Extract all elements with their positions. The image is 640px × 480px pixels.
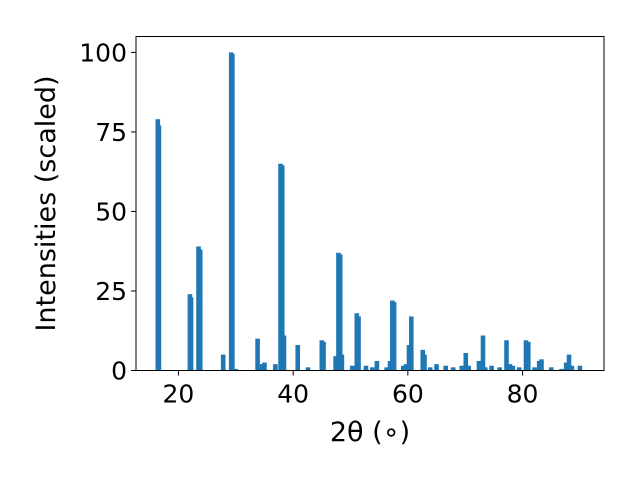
bar: [374, 360, 380, 371]
bar: [434, 364, 439, 371]
bar: [489, 365, 494, 371]
bar: [443, 365, 448, 371]
x-tick-label: 60: [392, 380, 424, 409]
x-tick-label: 40: [277, 380, 309, 409]
bars-group: [155, 52, 583, 371]
y-tick-label: 0: [111, 357, 127, 386]
bar: [559, 368, 564, 371]
bar: [577, 365, 583, 371]
bar: [188, 297, 194, 371]
bar: [422, 354, 427, 371]
bar: [305, 367, 311, 371]
bar: [497, 367, 502, 371]
bar: [370, 367, 375, 371]
bar: [337, 254, 343, 371]
x-tick-label: 20: [163, 380, 195, 409]
bar: [363, 365, 369, 371]
y-ticks-group: 0 25 50 75 100: [79, 38, 136, 386]
bar: [197, 249, 203, 371]
bar: [400, 365, 406, 371]
bar: [539, 359, 544, 371]
x-tick-label: 80: [507, 380, 539, 409]
bar: [532, 367, 537, 371]
bar: [409, 316, 414, 371]
bar: [321, 341, 326, 371]
y-axis-label: Intensities (scaled): [31, 75, 62, 331]
bar: [339, 354, 345, 371]
y-tick-label: 75: [95, 118, 127, 147]
y-tick-label: 100: [79, 38, 127, 67]
bar: [279, 165, 285, 371]
bar: [510, 365, 516, 371]
x-ticks-group: 20 40 60 80: [163, 370, 539, 409]
bar: [281, 335, 287, 371]
bar: [507, 364, 513, 371]
bar: [569, 365, 575, 371]
bar: [333, 356, 338, 371]
bar: [230, 53, 235, 371]
bar: [516, 367, 522, 371]
bar: [566, 354, 572, 371]
bar: [356, 316, 361, 371]
bar: [450, 367, 456, 371]
bar: [255, 338, 260, 371]
bar: [548, 367, 554, 371]
bar: [526, 341, 531, 371]
bar: [295, 345, 301, 371]
bar: [427, 367, 433, 371]
y-tick-label: 25: [95, 277, 127, 306]
bar: [384, 367, 389, 371]
bar: [466, 365, 471, 371]
bar: [480, 335, 486, 371]
y-tick-label: 50: [95, 197, 127, 226]
bar: [259, 364, 265, 371]
bar: [391, 302, 397, 371]
bar: [349, 365, 355, 371]
bar: [482, 367, 488, 371]
x-axis-label: 2θ (∘): [330, 417, 410, 448]
bar: [563, 362, 569, 371]
bar: [476, 360, 482, 371]
bar: [233, 368, 239, 371]
bar: [463, 353, 469, 371]
bar: [504, 340, 509, 371]
bar: [156, 125, 162, 371]
bar: [459, 365, 465, 371]
bar: [262, 362, 267, 371]
bar: [273, 364, 278, 371]
bar: [220, 354, 226, 371]
bar: [403, 364, 409, 371]
plot-frame: [135, 36, 605, 371]
